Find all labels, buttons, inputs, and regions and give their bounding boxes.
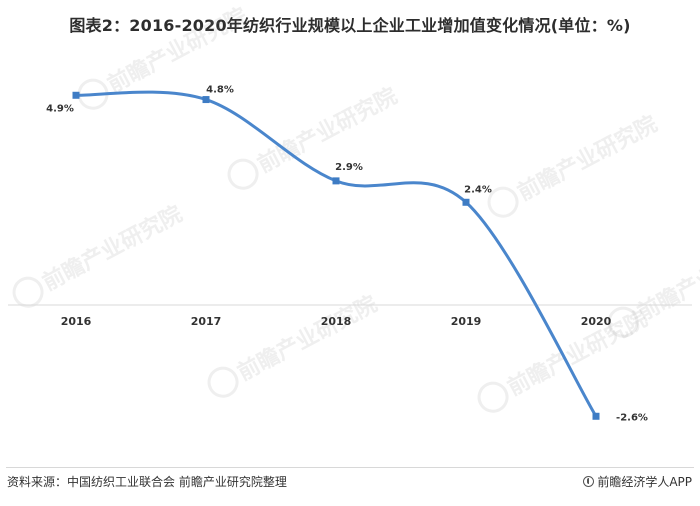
data-point-marker	[462, 198, 470, 206]
watermark: 前瞻产业研究院	[207, 291, 382, 398]
watermark-text: 前瞻产业研究院	[513, 111, 661, 206]
brand-name: 前瞻经济学人APP	[597, 475, 692, 489]
source-note: 资料来源：中国纺织工业联合会 前瞻产业研究院整理	[7, 475, 287, 489]
watermark-text: 前瞻产业研究院	[503, 306, 651, 401]
x-axis-tick-labels: 2016 2017 2018 2019 2020	[61, 315, 612, 328]
watermark-text: 前瞻产业研究院	[253, 83, 401, 178]
x-tick-label: 2019	[451, 315, 482, 328]
x-tick-label: 2016	[61, 315, 92, 328]
watermark: 前瞻产业研究院	[477, 306, 652, 413]
watermark-logo-icon	[477, 381, 509, 413]
watermark: 前瞻产业研究院	[487, 111, 662, 218]
x-tick-label: 2020	[581, 315, 612, 328]
brand-credit: 前瞻经济学人APP	[583, 473, 692, 490]
watermark-logo-icon	[607, 306, 639, 338]
watermark: 前瞻产业研究院	[77, 3, 252, 110]
x-tick-label: 2018	[321, 315, 352, 328]
watermark-text: 前瞻产业研究院	[633, 231, 700, 326]
data-markers	[72, 91, 600, 420]
watermark-text: 前瞻产业研究院	[38, 201, 186, 296]
data-point-marker	[72, 91, 80, 99]
data-point-marker	[332, 177, 340, 185]
watermark-logo-icon	[207, 366, 239, 398]
watermark-logo-icon	[77, 78, 109, 110]
watermark-logo-icon	[227, 158, 259, 190]
data-labels: 4.9% 4.8% 2.9% 2.4% -2.6%	[46, 85, 648, 424]
series-line	[74, 90, 598, 418]
brand-logo-icon	[583, 476, 595, 487]
data-label: 2.9%	[335, 162, 363, 173]
chart-title: 图表2：2016-2020年纺织行业规模以上企业工业增加值变化情况(单位：%)	[69, 16, 631, 35]
data-label: -2.6%	[616, 412, 648, 423]
data-point-marker	[202, 96, 210, 104]
data-label: 2.4%	[464, 184, 492, 195]
watermark: 前瞻产业研究院	[227, 83, 402, 190]
x-tick-label: 2017	[191, 315, 222, 328]
data-point-marker	[592, 412, 600, 420]
watermark-logo-icon	[487, 186, 519, 218]
footer-divider	[6, 467, 694, 468]
data-label: 4.9%	[46, 103, 74, 114]
data-label: 4.8%	[206, 85, 234, 96]
watermark: 前瞻产业研究院	[12, 201, 187, 308]
watermarks: 前瞻产业研究院前瞻产业研究院前瞻产业研究院前瞻产业研究院前瞻产业研究院前瞻产业研…	[12, 3, 700, 413]
